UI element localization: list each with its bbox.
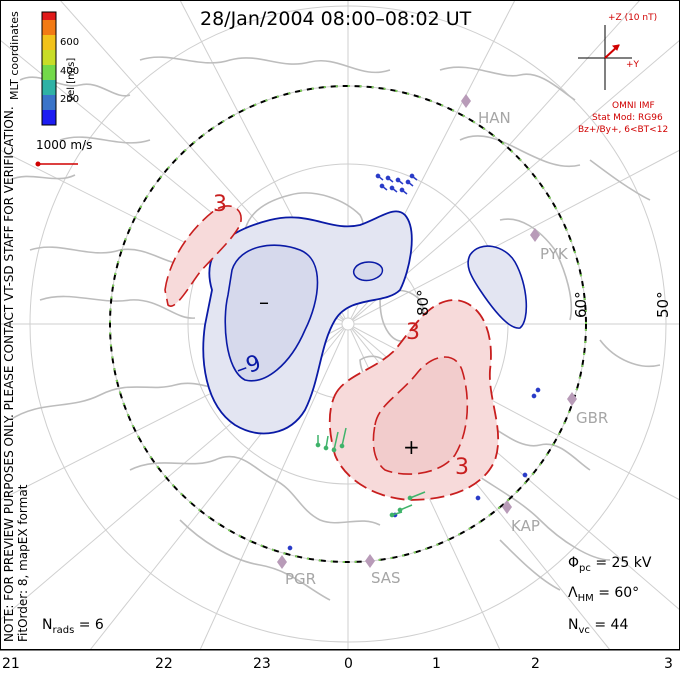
radar-sites <box>277 94 577 569</box>
colorbar-tick-200: 200 <box>60 94 80 105</box>
frame <box>0 0 680 650</box>
coordinates-label: MLT coordinates <box>8 11 21 100</box>
hour-label-21: 21 <box>2 656 20 672</box>
negative-cell-small <box>352 261 384 282</box>
radar-label-pgr: PGR <box>285 570 317 588</box>
coastlines <box>9 56 661 601</box>
positive-cell-west <box>164 205 242 307</box>
imf-model-line: Stat Mod: RG96 <box>592 113 663 123</box>
stat-lambda-hm: ΛHM = 60° <box>568 585 640 604</box>
hour-label-2: 2 <box>531 656 540 672</box>
imf-dial <box>578 25 632 90</box>
negative-cell <box>202 210 528 435</box>
radar-label-sas: SAS <box>371 569 401 587</box>
stat-n-vc: Nvc = 44 <box>568 617 629 636</box>
radar-site-han <box>461 94 471 108</box>
note-preview: NOTE: FOR PREVIEW PURPOSES ONLY. PLEASE … <box>2 106 16 642</box>
hour-label-0: 0 <box>344 656 353 672</box>
reference-vector <box>35 161 78 167</box>
radar-site-kap <box>502 500 512 514</box>
contour-label-pos-max: + <box>403 435 420 459</box>
imf-plus-y: +Y <box>626 60 640 70</box>
radar-site-pyk <box>530 228 540 242</box>
contour-label-pos-west: 3 <box>213 192 227 217</box>
negative-cell-east <box>467 245 528 329</box>
coastline-alaska <box>9 76 131 181</box>
radar-label-han: HAN <box>478 109 511 127</box>
stat-n-rads: Nrads = 6 <box>42 617 104 636</box>
colorbar-tick-600: 600 <box>60 37 80 48</box>
colorbar-tick-400: 400 <box>60 66 80 77</box>
radar-site-sas <box>365 554 375 568</box>
imf-model-params: Bz+/By+, 6<BT<12 <box>578 125 669 135</box>
positive-cell <box>164 205 500 501</box>
coastline-scandinavia <box>439 66 661 367</box>
hour-label-3: 3 <box>664 656 673 672</box>
map-title: 28/Jan/2004 08:00–08:02 UT <box>200 8 472 30</box>
coastline-hudson <box>129 455 381 601</box>
negative-cell-inner <box>224 244 319 382</box>
hour-label-22: 22 <box>155 656 173 672</box>
lat-label-50: 50° <box>654 291 672 318</box>
radar-label-kap: KAP <box>511 517 540 535</box>
radar-site-pgr <box>277 555 287 569</box>
contour-label-pos-north: 3 <box>406 320 420 345</box>
positive-cell-inner <box>372 356 469 475</box>
contour-label-pos-south: 3 <box>455 455 469 480</box>
radar-site-gbr <box>567 392 577 406</box>
stat-phi-pc: Φpc = 25 kV <box>568 555 652 574</box>
radar-label-gbr: GBR <box>576 409 609 427</box>
hour-label-1: 1 <box>432 656 441 672</box>
colorbar <box>41 11 57 126</box>
hm-boundary <box>109 85 587 563</box>
velocity-vectors <box>287 173 541 551</box>
reference-vector-label: 1000 m/s <box>36 138 93 152</box>
radar-label-pyk: PYK <box>540 245 568 263</box>
lat-label-60: 60° <box>572 291 590 318</box>
hour-label-23: 23 <box>253 656 271 672</box>
pole-marker <box>341 317 355 331</box>
polar-grid <box>0 0 680 651</box>
imf-plus-z: +Z (10 nT) <box>608 13 658 23</box>
lat-label-80: 80° <box>414 289 432 316</box>
note-fitorder: FitOrder: 8, mapEX format <box>16 484 30 642</box>
imf-model-title: OMNI IMF <box>612 101 655 111</box>
coastline-siberia <box>59 56 651 201</box>
contour-label-neg-min: – <box>259 290 269 314</box>
